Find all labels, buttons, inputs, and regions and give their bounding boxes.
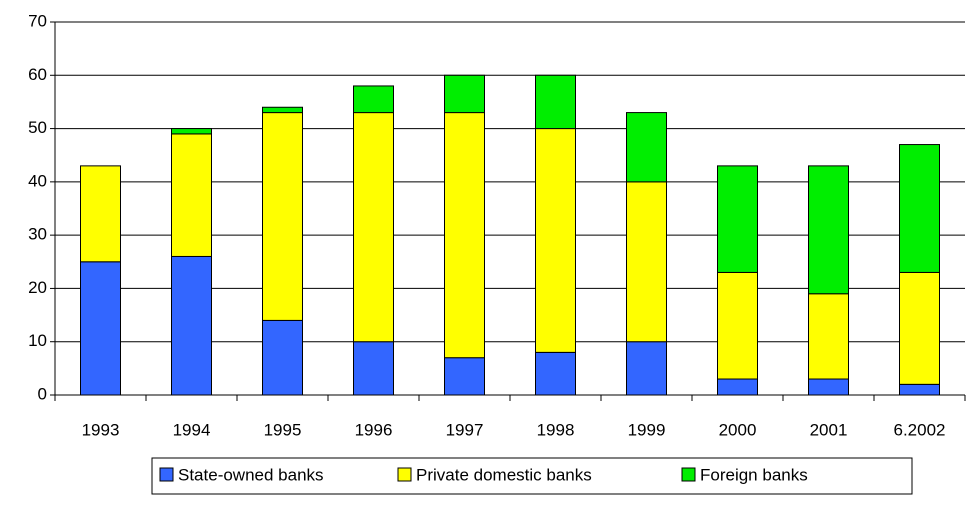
y-tick-label: 40 [28, 171, 47, 190]
bar-segment [626, 112, 667, 183]
legend-box [151, 457, 913, 495]
x-tick-label: 2000 [719, 420, 757, 439]
x-tick-label: 1996 [355, 420, 393, 439]
y-tick-label: 50 [28, 118, 47, 137]
bar-segment [171, 128, 212, 135]
bar-segment [262, 106, 303, 114]
legend-label: Foreign banks [700, 465, 808, 484]
bar-segment [535, 128, 576, 353]
y-tick-label: 60 [28, 65, 47, 84]
legend-swatch [159, 467, 174, 482]
bar-segment [717, 271, 758, 380]
bar-segment [899, 271, 940, 385]
x-tick-label: 1993 [82, 420, 120, 439]
bar-segment [171, 255, 212, 396]
bar-segment [717, 165, 758, 273]
bar-segment [626, 341, 667, 396]
bar-segment [353, 341, 394, 396]
bar-segment [535, 74, 576, 130]
bar-segment [444, 74, 485, 114]
x-tick-label: 1999 [628, 420, 666, 439]
bar-segment [171, 133, 212, 257]
bar-segment [535, 351, 576, 396]
x-tick-label: 6.2002 [894, 420, 946, 439]
legend-label: State-owned banks [178, 465, 324, 484]
x-tick-label: 1995 [264, 420, 302, 439]
y-tick-label: 0 [38, 384, 47, 403]
y-tick-label: 20 [28, 278, 47, 297]
bar-segment [353, 85, 394, 114]
bar-segment [808, 293, 849, 380]
y-tick-label: 10 [28, 331, 47, 350]
legend-label: Private domestic banks [416, 465, 592, 484]
bar-segment [80, 165, 121, 263]
bar-segment [717, 378, 758, 396]
x-tick-label: 2001 [810, 420, 848, 439]
bar-segment [353, 112, 394, 343]
x-tick-label: 1997 [446, 420, 484, 439]
bar-segment [626, 181, 667, 343]
bar-segment [808, 378, 849, 396]
bar-segment [444, 357, 485, 396]
bar-segment [899, 144, 940, 273]
bar-segment [262, 319, 303, 396]
y-tick-label: 70 [28, 11, 47, 30]
legend-swatch [397, 467, 412, 482]
bar-segment [808, 165, 849, 295]
legend-swatch [681, 467, 696, 482]
x-tick-label: 1994 [173, 420, 211, 439]
bar-segment [262, 112, 303, 321]
x-tick-label: 1998 [537, 420, 575, 439]
bar-segment [80, 261, 121, 396]
bar-segment [444, 112, 485, 359]
y-tick-label: 30 [28, 225, 47, 244]
bar-segment [899, 383, 940, 396]
